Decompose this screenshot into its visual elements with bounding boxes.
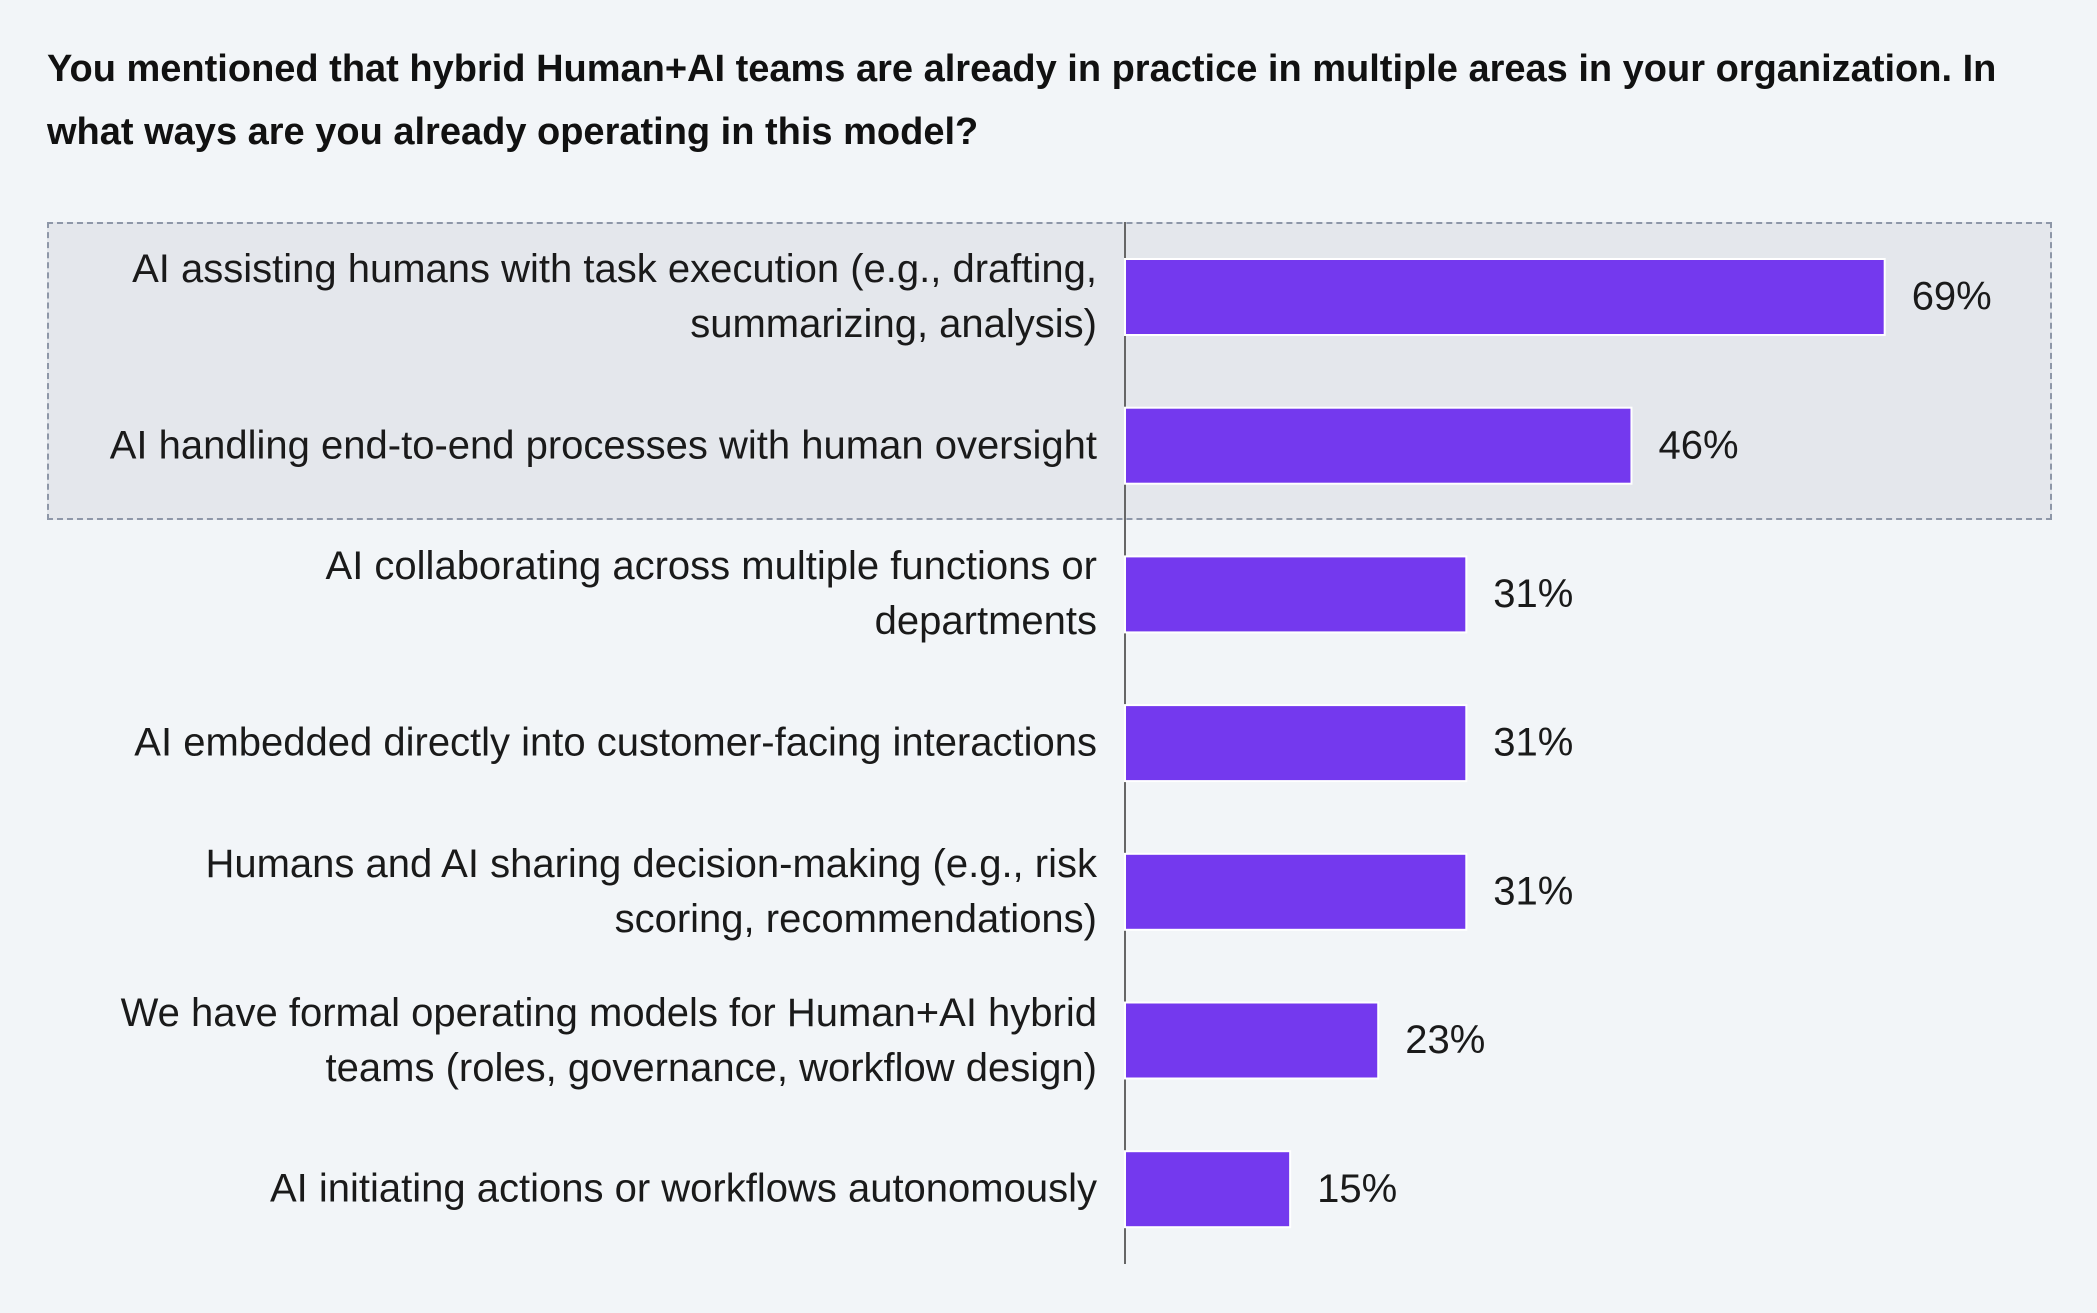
value-label: 69% xyxy=(1912,275,1992,319)
category-label: AI handling end-to-end processes with hu… xyxy=(109,423,1097,468)
bar xyxy=(1124,406,1633,485)
value-label: 31% xyxy=(1493,572,1573,616)
category-label: AI collaborating across multiple functio… xyxy=(325,544,1097,644)
value-label: 15% xyxy=(1317,1167,1397,1211)
bar xyxy=(1124,1150,1292,1229)
value-label: 46% xyxy=(1658,423,1738,467)
category-label: Humans and AI sharing decision-making (e… xyxy=(205,841,1097,941)
bar xyxy=(1124,258,1886,336)
value-label: 23% xyxy=(1405,1018,1485,1062)
bar xyxy=(1124,555,1468,634)
chart-title: You mentioned that hybrid Human+AI teams… xyxy=(47,48,1997,153)
category-label: AI initiating actions or workflows auton… xyxy=(269,1166,1097,1211)
value-label: 31% xyxy=(1493,869,1573,913)
value-label: 31% xyxy=(1493,721,1573,765)
category-label: We have formal operating models for Huma… xyxy=(120,990,1097,1090)
bar xyxy=(1124,1001,1380,1080)
category-label: AI assisting humans with task execution … xyxy=(132,247,1097,346)
bar xyxy=(1124,704,1468,783)
bar xyxy=(1124,852,1468,931)
category-label: AI embedded directly into customer-facin… xyxy=(134,720,1097,765)
